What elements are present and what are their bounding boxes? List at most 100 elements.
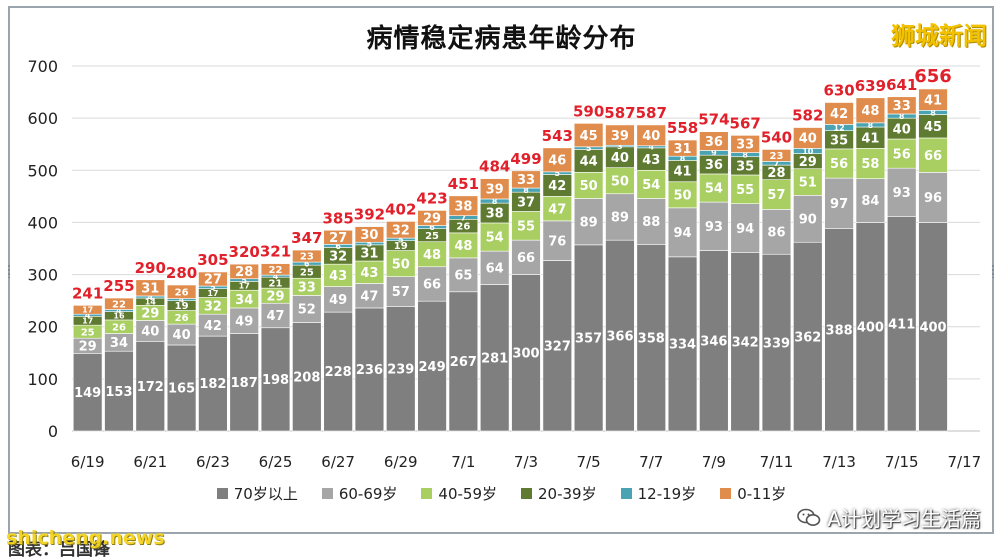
data-label: 40 <box>642 129 660 144</box>
data-label: 34 <box>235 293 253 308</box>
data-label: 5 <box>586 144 592 153</box>
data-label: 4 <box>85 311 91 320</box>
watermark: shicheng.news <box>6 527 165 549</box>
data-label: 40 <box>893 122 911 137</box>
data-label: 49 <box>329 293 347 308</box>
total-label: 255 <box>103 277 134 295</box>
data-label: 47 <box>266 309 284 324</box>
data-label: 358 <box>638 331 665 346</box>
legend-label: 0-11岁 <box>737 484 787 503</box>
data-label: 22 <box>112 299 126 310</box>
data-label: 165 <box>168 382 195 397</box>
data-label: 29 <box>266 289 284 304</box>
data-label: 26 <box>456 222 470 233</box>
bar-segment <box>761 149 792 162</box>
data-label: 153 <box>105 385 132 400</box>
data-label: 12 <box>834 123 845 132</box>
bar-segment <box>479 284 510 432</box>
x-tick-label: 7/5 <box>577 453 601 471</box>
total-label: 451 <box>448 175 479 193</box>
bar-segment <box>511 211 541 241</box>
data-label: 19 <box>175 301 189 312</box>
data-label: 56 <box>830 157 848 172</box>
total-label: 321 <box>260 243 291 261</box>
x-tick-label: 6/27 <box>321 453 355 471</box>
bar-segment <box>918 172 948 223</box>
bar-segment <box>667 256 698 432</box>
data-label: 19 <box>394 241 408 252</box>
bar-segment <box>793 241 823 432</box>
data-label: 6 <box>304 260 310 269</box>
data-label: 362 <box>794 330 821 345</box>
data-label: 48 <box>423 248 441 263</box>
data-label: 21 <box>269 278 283 289</box>
data-label: 55 <box>736 183 754 198</box>
total-label: 587 <box>636 104 667 122</box>
bar-segment <box>667 139 698 157</box>
resize-handle-right[interactable] <box>991 264 995 278</box>
data-label: 86 <box>767 225 785 240</box>
data-label: 8 <box>523 186 529 195</box>
bar-segment <box>887 96 917 115</box>
total-label: 499 <box>510 150 541 168</box>
bar-segment <box>260 302 291 329</box>
data-label: 51 <box>799 176 817 191</box>
bar-segment <box>135 279 165 297</box>
total-label: 540 <box>761 128 792 146</box>
data-label: 339 <box>763 336 790 351</box>
x-tick-label: 7/3 <box>514 453 538 471</box>
chart-legend: 70岁以上 60-69岁 40-59岁 20-39岁 12-19岁 0-11岁 <box>0 483 1003 503</box>
data-label: 57 <box>392 285 410 300</box>
total-label: 402 <box>385 200 416 218</box>
bar-segment <box>323 229 353 245</box>
legend-swatch <box>321 487 333 499</box>
bar-segment <box>260 327 291 432</box>
bar-segment <box>636 169 666 199</box>
legend-swatch <box>421 487 433 499</box>
data-label: 5 <box>367 239 373 248</box>
data-label: 31 <box>141 282 159 297</box>
total-label: 567 <box>730 114 761 132</box>
data-label: 23 <box>770 151 784 162</box>
data-label: 4 <box>273 272 279 281</box>
data-label: 41 <box>924 93 942 108</box>
data-label: 45 <box>924 120 942 135</box>
data-label: 3 <box>617 142 623 151</box>
resize-handle-left[interactable] <box>7 264 11 278</box>
data-label: 93 <box>893 186 911 201</box>
bar-segment <box>72 305 103 315</box>
data-label: 7 <box>461 213 467 222</box>
total-label: 543 <box>542 127 573 145</box>
bar-segment <box>229 307 259 334</box>
data-label: 94 <box>674 226 692 241</box>
bar-segment <box>386 221 416 239</box>
data-label: 41 <box>861 131 879 146</box>
data-label: 5 <box>210 283 216 292</box>
y-tick-label: 100 <box>27 370 58 389</box>
legend-label: 12-19岁 <box>637 484 697 503</box>
bar-segment <box>824 228 854 432</box>
data-label: 182 <box>199 377 226 392</box>
total-label: 641 <box>886 76 917 94</box>
bar-segment <box>386 306 416 432</box>
bar-segment <box>824 102 854 125</box>
data-label: 29 <box>79 339 97 354</box>
data-label: 208 <box>293 370 320 385</box>
bar-segment <box>761 179 792 210</box>
bar-segment <box>542 220 573 261</box>
bar-segment <box>511 274 541 432</box>
bar-segment <box>793 195 823 243</box>
bar-segment <box>855 178 886 223</box>
data-label: 5 <box>241 276 247 285</box>
data-label: 33 <box>298 281 316 296</box>
data-label: 4 <box>116 306 122 315</box>
data-label: 172 <box>137 380 164 395</box>
